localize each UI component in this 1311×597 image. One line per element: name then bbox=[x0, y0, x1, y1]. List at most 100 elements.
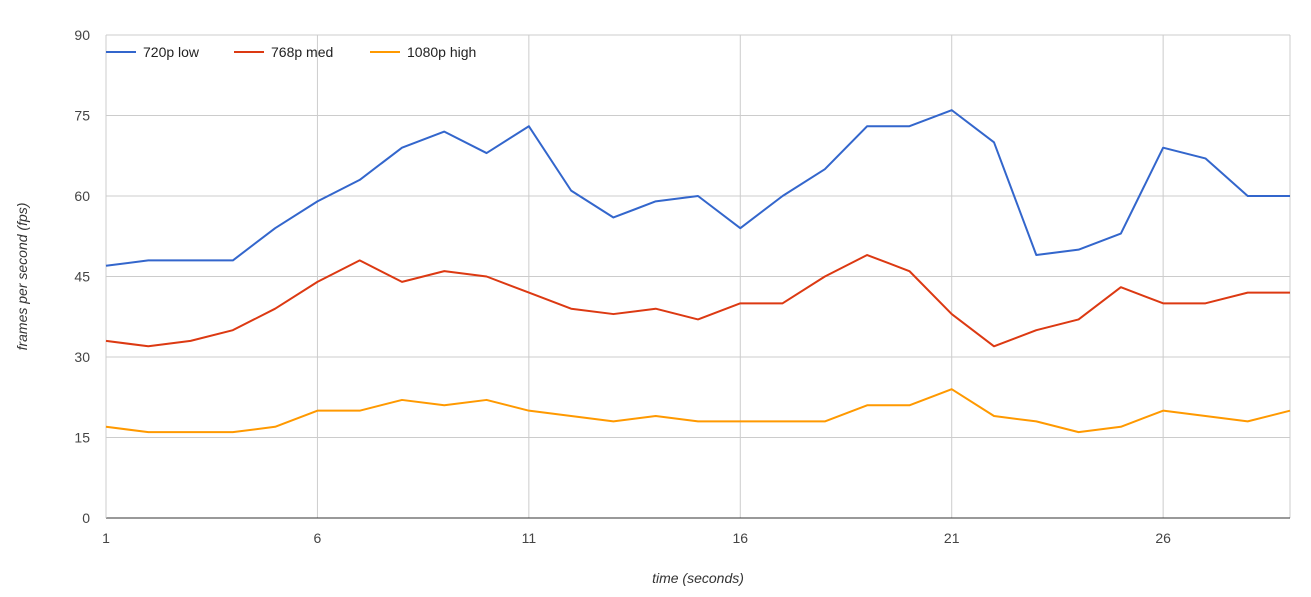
data-point bbox=[948, 106, 956, 114]
data-point bbox=[1244, 417, 1252, 425]
legend-item: 720p low bbox=[106, 44, 200, 60]
data-point bbox=[144, 256, 152, 264]
y-tick-label: 30 bbox=[74, 349, 90, 365]
data-point bbox=[187, 428, 195, 436]
data-point bbox=[652, 197, 660, 205]
series-line bbox=[105, 388, 1291, 434]
y-tick-label: 15 bbox=[74, 430, 90, 446]
data-point bbox=[567, 305, 575, 313]
data-point bbox=[1075, 246, 1083, 254]
data-point bbox=[525, 289, 533, 297]
data-point bbox=[313, 197, 321, 205]
series-line bbox=[105, 254, 1290, 348]
data-point bbox=[694, 192, 702, 200]
data-point bbox=[990, 342, 998, 350]
data-point bbox=[1244, 289, 1252, 297]
data-point bbox=[271, 423, 279, 431]
y-tick-label: 60 bbox=[74, 188, 90, 204]
data-point bbox=[102, 337, 110, 345]
data-point bbox=[905, 267, 913, 275]
data-point bbox=[1244, 192, 1252, 200]
data-point bbox=[779, 417, 787, 425]
series bbox=[102, 106, 1294, 436]
data-point bbox=[990, 412, 998, 420]
data-point bbox=[229, 256, 237, 264]
x-tick-label: 26 bbox=[1155, 530, 1171, 546]
legend-label: 768p med bbox=[271, 44, 333, 60]
y-tick-label: 90 bbox=[74, 27, 90, 43]
data-point bbox=[187, 256, 195, 264]
data-point bbox=[102, 423, 110, 431]
data-point bbox=[229, 326, 237, 334]
x-tick-label: 1 bbox=[102, 530, 110, 546]
data-point bbox=[1159, 407, 1167, 415]
data-point bbox=[652, 305, 660, 313]
series-720p-low bbox=[102, 106, 1294, 270]
x-tick-label: 6 bbox=[314, 530, 322, 546]
y-tick-label: 75 bbox=[74, 108, 90, 124]
data-point bbox=[1075, 428, 1083, 436]
data-point bbox=[863, 401, 871, 409]
data-point bbox=[229, 428, 237, 436]
data-point bbox=[1201, 154, 1209, 162]
x-tick-label: 11 bbox=[522, 530, 537, 546]
data-point bbox=[652, 412, 660, 420]
series-768p-med bbox=[102, 251, 1290, 350]
data-point bbox=[948, 310, 956, 318]
data-point bbox=[483, 396, 491, 404]
data-point bbox=[483, 273, 491, 281]
data-point bbox=[905, 401, 913, 409]
data-point bbox=[440, 401, 448, 409]
data-point bbox=[567, 412, 575, 420]
data-point bbox=[356, 176, 364, 184]
data-point bbox=[1159, 144, 1167, 152]
data-point bbox=[990, 138, 998, 146]
data-point bbox=[1117, 423, 1125, 431]
data-point bbox=[905, 122, 913, 130]
grid bbox=[106, 34, 1291, 518]
data-point bbox=[1201, 299, 1209, 307]
data-point bbox=[440, 267, 448, 275]
y-tick-label: 45 bbox=[74, 269, 90, 285]
data-point bbox=[102, 262, 110, 270]
x-axis-title: time (seconds) bbox=[652, 570, 744, 586]
x-tick-label: 16 bbox=[732, 530, 748, 546]
data-point bbox=[483, 149, 491, 157]
data-point bbox=[1032, 251, 1040, 259]
data-point bbox=[779, 192, 787, 200]
data-point bbox=[1159, 299, 1167, 307]
data-point bbox=[525, 407, 533, 415]
data-point bbox=[144, 342, 152, 350]
data-point bbox=[1286, 192, 1294, 200]
data-point bbox=[779, 299, 787, 307]
data-point bbox=[1201, 412, 1209, 420]
data-point bbox=[821, 165, 829, 173]
data-point bbox=[821, 273, 829, 281]
data-point bbox=[271, 224, 279, 232]
data-point bbox=[1075, 315, 1083, 323]
data-point bbox=[609, 213, 617, 221]
data-point bbox=[398, 278, 406, 286]
data-point bbox=[736, 299, 744, 307]
legend-item: 768p med bbox=[234, 44, 333, 60]
data-point bbox=[271, 305, 279, 313]
data-point bbox=[609, 310, 617, 318]
series-1080p-high bbox=[102, 385, 1294, 436]
data-point bbox=[1286, 407, 1294, 415]
y-tick-label: 0 bbox=[82, 510, 90, 526]
series-line bbox=[105, 109, 1290, 267]
data-point bbox=[694, 417, 702, 425]
data-point bbox=[948, 385, 956, 393]
data-point bbox=[144, 428, 152, 436]
y-axis-title: frames per second (fps) bbox=[14, 203, 30, 351]
x-tick-label: 21 bbox=[944, 530, 960, 546]
data-point bbox=[1117, 283, 1125, 291]
data-point bbox=[356, 256, 364, 264]
data-point bbox=[863, 251, 871, 259]
data-point bbox=[694, 315, 702, 323]
legend: 720p low 768p med 1080p high bbox=[106, 44, 476, 60]
data-point bbox=[187, 337, 195, 345]
data-point bbox=[1032, 326, 1040, 334]
